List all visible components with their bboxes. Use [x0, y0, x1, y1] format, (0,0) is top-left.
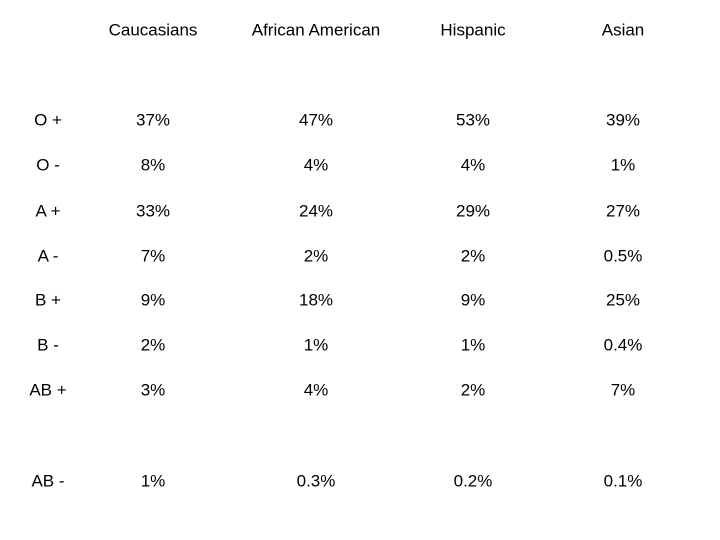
- table-cell: 24%: [298, 201, 334, 221]
- table-cell: 53%: [455, 110, 491, 130]
- table-cell: 47%: [298, 110, 334, 130]
- table-cell: 1%: [140, 471, 166, 491]
- row-label: O +: [34, 110, 62, 130]
- table-cell: 39%: [605, 110, 641, 130]
- table-cell: 9%: [460, 290, 486, 310]
- table-cell: 37%: [135, 110, 171, 130]
- table-cell: 3%: [140, 380, 166, 400]
- table-cell: 0.5%: [603, 246, 643, 266]
- table-cell: 2%: [303, 246, 329, 266]
- table-cell: 7%: [610, 380, 636, 400]
- table-cell: 33%: [135, 201, 171, 221]
- table-cell: 18%: [298, 290, 334, 310]
- row-label: B +: [35, 290, 61, 310]
- row-label: O -: [36, 155, 60, 175]
- table-cell: 25%: [605, 290, 641, 310]
- row-label: AB +: [29, 380, 67, 400]
- table-cell: 2%: [460, 246, 486, 266]
- table-cell: 2%: [460, 380, 486, 400]
- table-cell: 0.3%: [296, 471, 336, 491]
- table-cell: 8%: [140, 155, 166, 175]
- table-cell: 4%: [303, 155, 329, 175]
- table-cell: 4%: [303, 380, 329, 400]
- row-label: A -: [37, 246, 59, 266]
- table-cell: 1%: [610, 155, 636, 175]
- column-header: Caucasians: [108, 20, 198, 40]
- table-cell: 9%: [140, 290, 166, 310]
- table-cell: 29%: [455, 201, 491, 221]
- table-cell: 1%: [460, 335, 486, 355]
- table-cell: 2%: [140, 335, 166, 355]
- table-cell: 0.1%: [603, 471, 643, 491]
- table-cell: 0.4%: [603, 335, 643, 355]
- table-cell: 0.2%: [453, 471, 493, 491]
- column-header: Hispanic: [440, 20, 506, 40]
- column-header: Asian: [601, 20, 645, 40]
- row-label: AB -: [31, 471, 65, 491]
- table-cell: 27%: [605, 201, 641, 221]
- table-cell: 7%: [140, 246, 166, 266]
- row-label: B -: [37, 335, 59, 355]
- row-label: A +: [35, 201, 61, 221]
- table-cell: 1%: [303, 335, 329, 355]
- column-header: African American: [251, 20, 381, 40]
- table-cell: 4%: [460, 155, 486, 175]
